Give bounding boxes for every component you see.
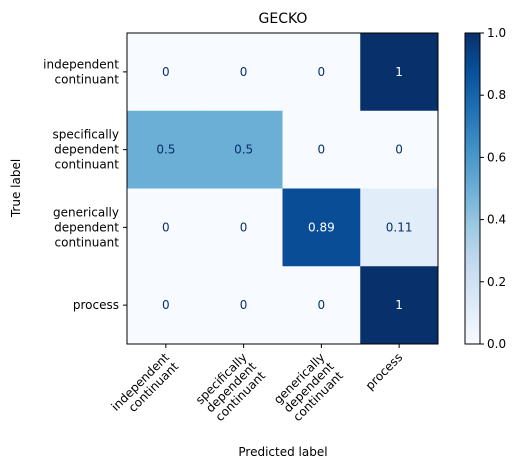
cell-value-label: 0 — [162, 298, 170, 312]
heatmap-cell — [204, 33, 283, 112]
colorbar-tick-label: 0.2 — [487, 275, 506, 289]
colorbar-tick-label: 0.0 — [487, 337, 506, 351]
y-axis-ticks: independent continuant specifically depende… — [43, 57, 127, 312]
y-tick-label: independent continuant — [43, 57, 119, 86]
heatmap-cell — [360, 266, 439, 345]
cell-value-label: 0 — [240, 220, 248, 234]
x-tick-label: specificallydependentcontinuant — [193, 350, 268, 425]
cell-value-label: 0.89 — [308, 220, 335, 234]
cell-value-label: 1 — [395, 65, 403, 79]
heatmap-cell — [204, 188, 283, 267]
heatmap-cell — [282, 188, 361, 267]
heatmap-cells — [127, 33, 439, 345]
y-tick-label: generically dependent continuant — [53, 205, 119, 249]
colorbar-tick-label: 0.8 — [487, 88, 506, 102]
heatmap-cell — [127, 110, 206, 189]
heatmap-cell — [282, 266, 361, 345]
cell-value-label: 0 — [318, 143, 326, 157]
heatmap-cell — [127, 266, 206, 345]
heatmap-cell — [204, 110, 283, 189]
heatmap-cell — [204, 266, 283, 345]
cell-value-label: 0 — [395, 143, 403, 157]
colorbar-tick-label: 0.6 — [487, 150, 506, 164]
colorbar: 0.0 0.2 0.4 0.6 0.8 1.0 — [464, 26, 506, 351]
y-axis-label: True label — [9, 159, 23, 218]
heatmap-cell — [282, 110, 361, 189]
colorbar-ticks: 0.0 0.2 0.4 0.6 0.8 1.0 — [480, 26, 506, 351]
heatmap-cell — [360, 110, 439, 189]
colorbar-tick-label: 1.0 — [487, 26, 506, 40]
cell-value-label: 0 — [318, 65, 326, 79]
cell-value-label: 0.5 — [156, 143, 175, 157]
plot-frame — [126, 32, 439, 345]
cell-value-label: 0 — [162, 65, 170, 79]
x-axis-ticks: independentcontinuant specificallydepende… — [108, 344, 406, 425]
heatmap-cell — [360, 33, 439, 112]
cell-value-label: 1 — [395, 298, 403, 312]
heatmap-value-labels: 0 0 0 1 0.5 0.5 0 0 0 0 0.89 0.11 0 0 0 1 — [156, 65, 412, 312]
cell-value-label: 0 — [240, 65, 248, 79]
y-tick-label: specifically dependent continuant — [53, 128, 120, 172]
x-axis-label: Predicted label — [238, 445, 327, 459]
y-tick-label: process — [73, 298, 119, 312]
colorbar-tick-label: 0.4 — [487, 213, 506, 227]
x-tick-label: process — [363, 350, 406, 393]
cell-value-label: 0 — [162, 220, 170, 234]
x-tick-label: genericallydependentcontinuant — [271, 350, 346, 425]
chart-title: GECKO — [259, 11, 308, 27]
cell-value-label: 0.5 — [234, 143, 253, 157]
heatmap-cell — [127, 188, 206, 267]
colorbar-gradient — [464, 32, 481, 345]
heatmap-cell — [282, 33, 361, 112]
heatmap-cell — [360, 188, 439, 267]
cell-value-label: 0 — [318, 298, 326, 312]
cell-value-label: 0 — [240, 298, 248, 312]
x-tick-label: independentcontinuant — [108, 350, 181, 423]
cell-value-label: 0.11 — [386, 220, 413, 234]
heatmap-cell — [127, 33, 206, 112]
